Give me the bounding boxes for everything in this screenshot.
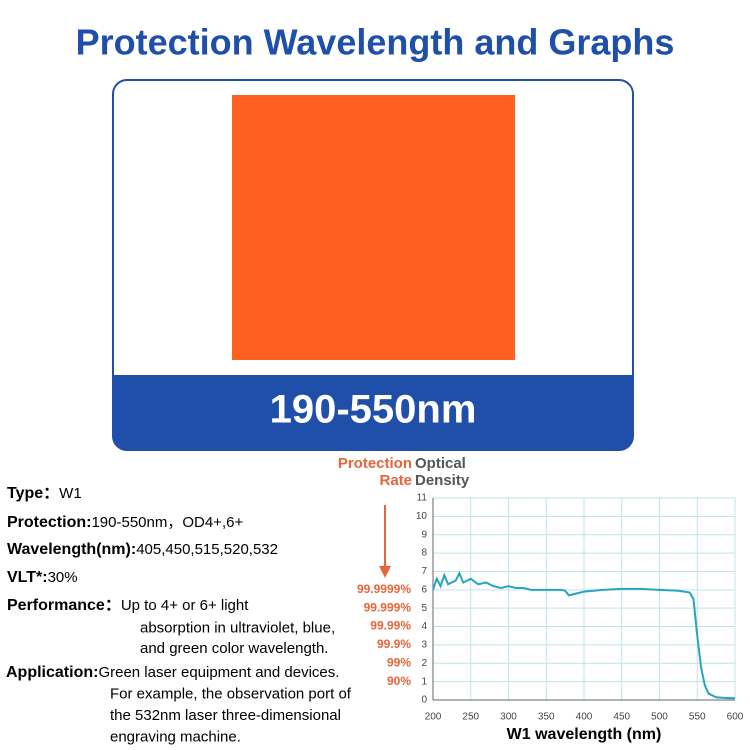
x-tick-label: 500	[651, 712, 668, 723]
chart: 0 1 2 3 4 5 6 7 8 9 10 11 200 250 300 350 400 450 500 550 60…	[338, 455, 744, 743]
spec-value: 405,450,515,520,532	[136, 541, 278, 558]
y-axis-label: Density	[415, 472, 470, 489]
spec-line: VLT*:30%	[7, 569, 78, 586]
y-tick-label: 1	[421, 676, 427, 687]
spec-value: 30%	[48, 569, 78, 586]
spec-label: VLT*:	[7, 569, 48, 586]
y-tick-label: 9	[421, 529, 427, 540]
arrow-head	[379, 566, 391, 578]
spec-value: Green laser equipment and devices.	[98, 664, 339, 681]
label-band	[113, 375, 633, 450]
spec-line: the 532nm laser three-dimensional	[110, 707, 341, 724]
rate-label: 99.999%	[364, 600, 412, 614]
y-tick-label: 7	[421, 566, 427, 577]
spec-label: Type：	[7, 485, 59, 502]
spec-line: Type：W1	[7, 485, 82, 502]
spec-line: absorption in ultraviolet, blue,	[140, 619, 335, 636]
rate-label: 99.9999%	[357, 582, 411, 596]
x-tick-label: 200	[425, 712, 442, 723]
y-axis-label: Optical	[415, 455, 466, 472]
title: Protection Wavelength and Graphs	[76, 22, 675, 63]
y2-axis-label: Rate	[379, 472, 412, 489]
x-axis-label: W1 wavelength (nm)	[507, 726, 662, 743]
y2-axis-label: Protection	[338, 455, 412, 472]
y-tick-label: 6	[421, 584, 427, 595]
x-tick-label: 400	[576, 712, 593, 723]
y-tick-label: 11	[417, 493, 428, 504]
spec-line: engraving machine.	[110, 728, 241, 745]
spec-label: Wavelength(nm):	[7, 541, 136, 558]
spec-label: Application:	[6, 664, 98, 681]
y-tick-label: 4	[421, 621, 427, 632]
spec-line: For example, the observation port of	[110, 685, 352, 702]
spec-label: Performance：	[7, 597, 121, 614]
rate-label: 99.9%	[377, 637, 411, 651]
spec-value: 190-550nm，OD4+,6+	[91, 514, 243, 531]
rate-label: 99%	[387, 655, 411, 669]
spec-label: Protection:	[7, 514, 91, 531]
spec-value: Up to 4+ or 6+ light	[121, 597, 249, 614]
x-tick-label: 350	[538, 712, 555, 723]
y-tick-label: 3	[421, 640, 427, 651]
range-label: 190-550nm	[270, 388, 477, 432]
specs: Type：W1 Protection:190-550nm，OD4+,6+ Wavel…	[6, 485, 352, 746]
rate-label: 90%	[387, 674, 411, 688]
spec-value: W1	[59, 485, 82, 502]
x-tick-label: 550	[689, 712, 706, 723]
y-tick-label: 5	[421, 603, 427, 614]
y-tick-label: 8	[421, 548, 427, 559]
spec-line: Application:Green laser equipment and de…	[6, 664, 339, 681]
spec-line: and green color wavelength.	[140, 640, 328, 657]
spec-line: Protection:190-550nm，OD4+,6+	[7, 514, 243, 531]
x-tick-label: 600	[727, 712, 744, 723]
y-tick-label: 2	[421, 658, 427, 669]
spec-line: Performance：Up to 4+ or 6+ light	[7, 597, 249, 614]
rate-label: 99.99%	[370, 619, 411, 633]
x-tick-label: 450	[613, 712, 630, 723]
x-tick-label: 250	[462, 712, 479, 723]
data-line	[432, 570, 735, 700]
y-tick-label: 0	[421, 695, 427, 706]
y-tick-label: 10	[416, 511, 428, 522]
spec-line: Wavelength(nm):405,450,515,520,532	[7, 541, 278, 558]
filter-sample	[232, 95, 515, 360]
x-tick-label: 300	[500, 712, 517, 723]
